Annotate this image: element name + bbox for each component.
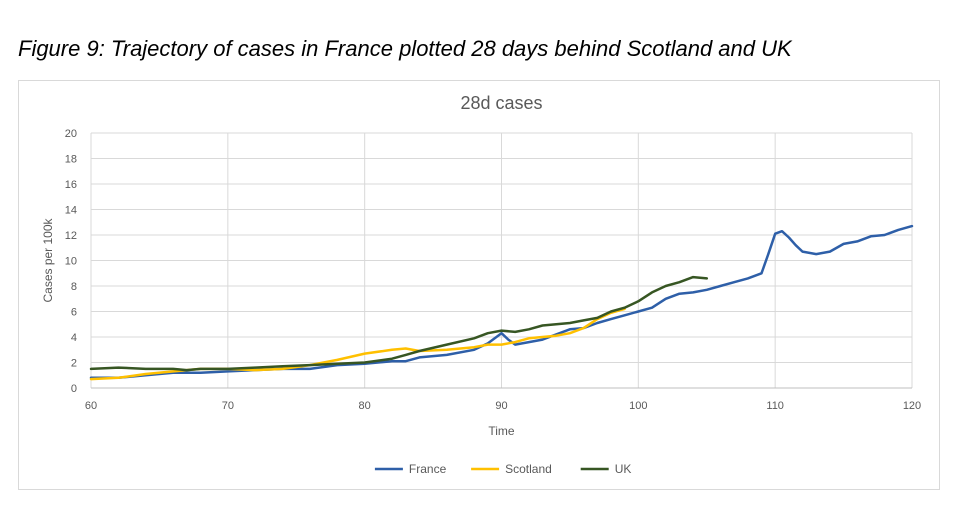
x-tick-label: 100 (629, 400, 647, 412)
x-tick-label: 90 (495, 400, 507, 412)
y-tick-label: 0 (71, 383, 77, 395)
x-tick-label: 60 (85, 400, 97, 412)
y-tick-label: 16 (65, 179, 77, 191)
y-tick-label: 18 (65, 154, 77, 166)
line-chart: 28d cases 0 2 4 6 8 10 12 14 16 18 20 60 70 80 90 100 110… (41, 93, 921, 476)
x-axis-title: Time (488, 424, 515, 438)
series-line-france (89, 224, 914, 380)
legend-label-uk: UK (615, 462, 632, 476)
y-tick-label: 12 (65, 230, 77, 242)
x-tick-label: 70 (222, 400, 234, 412)
y-tick-label: 20 (65, 128, 77, 140)
y-tick-label: 14 (65, 205, 77, 217)
figure-caption: Figure 9: Trajectory of cases in France … (18, 36, 792, 61)
y-tick-label: 4 (71, 332, 77, 344)
legend-label-scotland: Scotland (505, 462, 552, 476)
series-line-uk (89, 275, 709, 372)
chart-frame: 28d cases 0 2 4 6 8 10 12 14 16 18 20 60 70 80 90 100 110… (18, 80, 940, 490)
y-tick-label: 6 (71, 307, 77, 319)
chart-title: 28d cases (460, 93, 542, 113)
legend-label-france: France (409, 462, 447, 476)
y-tick-label: 10 (65, 256, 77, 268)
x-tick-label: 80 (359, 400, 371, 412)
x-tick-label: 110 (766, 400, 784, 412)
y-axis-title: Cases per 100k (41, 217, 55, 302)
y-tick-label: 2 (71, 358, 77, 370)
x-tick-label: 120 (903, 400, 921, 412)
y-tick-label: 8 (71, 281, 77, 293)
